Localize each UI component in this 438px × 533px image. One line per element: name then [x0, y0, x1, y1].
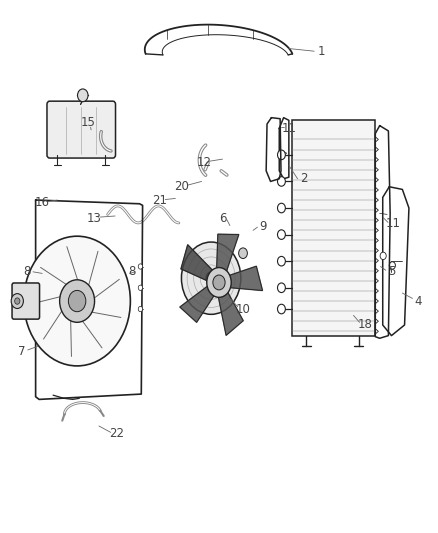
- Circle shape: [68, 290, 86, 312]
- FancyBboxPatch shape: [12, 283, 39, 319]
- Text: 10: 10: [236, 303, 251, 316]
- Text: 22: 22: [109, 427, 124, 440]
- Circle shape: [278, 283, 286, 293]
- Text: 15: 15: [81, 117, 95, 130]
- Text: 7: 7: [18, 345, 25, 358]
- Text: 5: 5: [388, 265, 395, 278]
- Text: 11: 11: [386, 217, 401, 230]
- Circle shape: [207, 268, 231, 297]
- Text: 1: 1: [318, 45, 325, 58]
- Polygon shape: [229, 266, 262, 290]
- Circle shape: [278, 203, 286, 213]
- Polygon shape: [217, 234, 239, 273]
- Text: 6: 6: [219, 212, 227, 225]
- Polygon shape: [180, 285, 215, 322]
- Circle shape: [213, 275, 225, 290]
- Text: 21: 21: [152, 193, 168, 207]
- Circle shape: [138, 285, 143, 290]
- Circle shape: [138, 306, 143, 312]
- Polygon shape: [181, 245, 214, 281]
- Text: 4: 4: [414, 295, 421, 308]
- Circle shape: [138, 264, 143, 269]
- Text: 18: 18: [358, 319, 373, 332]
- Circle shape: [380, 252, 386, 260]
- Polygon shape: [218, 292, 243, 335]
- FancyBboxPatch shape: [47, 101, 116, 158]
- Text: 13: 13: [87, 212, 102, 225]
- Circle shape: [278, 176, 286, 186]
- Circle shape: [278, 304, 286, 314]
- Circle shape: [278, 230, 286, 239]
- Text: 8: 8: [128, 265, 135, 278]
- Circle shape: [206, 272, 216, 285]
- Circle shape: [278, 150, 286, 160]
- Circle shape: [239, 248, 247, 259]
- Text: 2: 2: [300, 172, 308, 185]
- Circle shape: [389, 262, 396, 269]
- Circle shape: [78, 89, 88, 102]
- Circle shape: [11, 294, 23, 309]
- Circle shape: [60, 280, 95, 322]
- Text: 12: 12: [196, 156, 211, 169]
- Text: 8: 8: [23, 265, 31, 278]
- Circle shape: [181, 242, 241, 314]
- FancyBboxPatch shape: [292, 120, 375, 336]
- Circle shape: [14, 298, 20, 304]
- Text: 9: 9: [259, 220, 266, 233]
- Text: 20: 20: [174, 180, 189, 193]
- Text: 16: 16: [35, 196, 49, 209]
- Circle shape: [278, 256, 286, 266]
- Text: 11: 11: [281, 122, 297, 135]
- Circle shape: [24, 236, 131, 366]
